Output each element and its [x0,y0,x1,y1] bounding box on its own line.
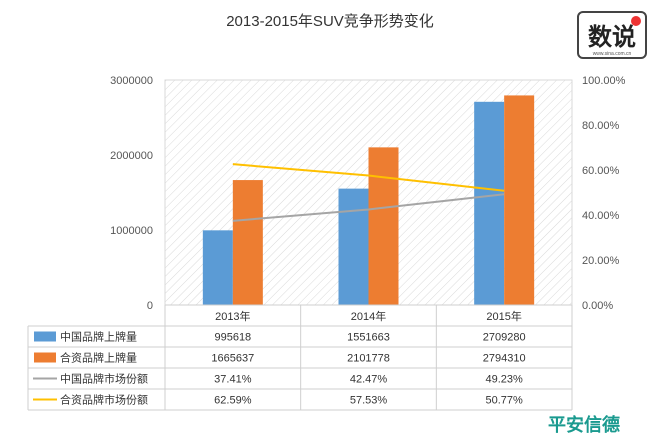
data-label: 2794310 [483,353,526,365]
bar [474,102,504,305]
bar [203,230,233,305]
watermark: 平安信德 [548,414,620,435]
right-tick-label: 60.00% [582,165,620,177]
logo-small-text: www.sina.com.cn [593,51,632,57]
legend-label: 合资品牌市场份额 [60,393,148,407]
bar [369,147,399,305]
category-label: 2013年 [215,309,250,323]
data-label: 2709280 [483,332,526,344]
left-tick-label: 2000000 [110,150,153,162]
logo: 数说 www.sina.com.cn [578,12,646,58]
data-label: 50.77% [486,395,524,407]
data-label: 62.59% [214,395,252,407]
legend-label: 合资品牌上牌量 [60,351,137,365]
right-tick-label: 80.00% [582,120,620,132]
logo-text: 数说 [588,23,636,51]
category-label: 2014年 [351,309,386,323]
legend-swatch [34,353,56,363]
left-tick-label: 1000000 [110,225,153,237]
left-tick-label: 0 [147,300,153,312]
data-label: 37.41% [214,374,252,386]
data-label: 57.53% [350,395,388,407]
right-axis: 0.00% 20.00% 40.00% 60.00% 80.00% 100.00% [582,75,626,312]
right-tick-label: 0.00% [582,300,613,312]
left-axis: 0 1000000 2000000 3000000 [110,75,153,312]
left-tick-label: 3000000 [110,75,153,87]
data-label: 2101778 [347,353,390,365]
right-tick-label: 40.00% [582,210,620,222]
legend-swatch [34,332,56,342]
legend-label: 中国品牌上牌量 [60,330,137,344]
category-label: 2015年 [486,309,521,323]
bar [504,95,534,305]
data-label: 42.47% [350,374,388,386]
bar [339,189,369,305]
chart-title: 2013-2015年SUV竞争形势变化 [226,12,434,30]
data-label: 49.23% [486,374,524,386]
legend-label: 中国品牌市场份额 [60,372,148,386]
data-label: 1665637 [211,353,254,365]
logo-dot-icon [631,16,641,26]
right-tick-label: 100.00% [582,75,626,87]
right-tick-label: 20.00% [582,255,620,267]
data-label: 1551663 [347,332,390,344]
bar [233,180,263,305]
data-label: 995618 [214,332,251,344]
